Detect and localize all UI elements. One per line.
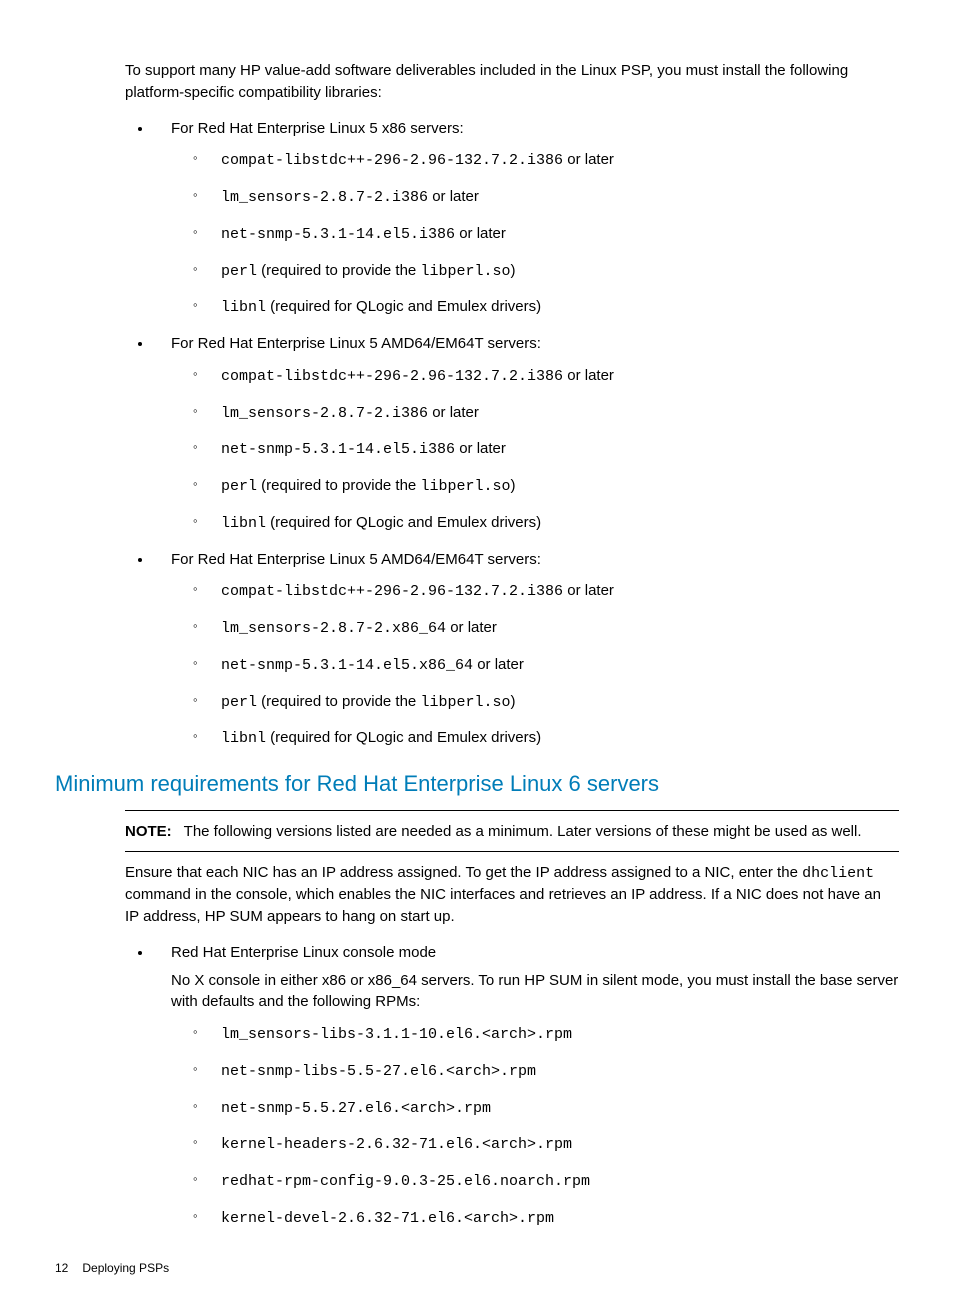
rpm-item: net-snmp-libs-5.5-27.el6.<arch>.rpm (193, 1060, 899, 1083)
divider-bottom (125, 851, 899, 852)
package-suffix: or later (446, 619, 497, 636)
package-suffix: ) (510, 477, 515, 494)
divider-top (125, 810, 899, 811)
package-code: lm_sensors-2.8.7-2.i386 (221, 405, 428, 422)
server-section: For Red Hat Enterprise Linux 5 AMD64/EM6… (153, 549, 899, 751)
package-code: net-snmp-5.3.1-14.el5.i386 (221, 441, 455, 458)
nic-paragraph: Ensure that each NIC has an IP address a… (55, 862, 899, 928)
intro-paragraph: To support many HP value-add software de… (55, 60, 899, 104)
package-suffix: or later (563, 367, 614, 384)
package-code: perl (221, 694, 257, 711)
package-list: compat-libstdc++-296-2.96-132.7.2.i386 o… (171, 365, 899, 535)
package-suffix: or later (563, 582, 614, 599)
rpm-item: lm_sensors-libs-3.1.1-10.el6.<arch>.rpm (193, 1023, 899, 1046)
package-suffix: (required for QLogic and Emulex drivers) (266, 298, 541, 315)
package-mid-text: (required to provide the (257, 477, 420, 494)
package-code: net-snmp-5.3.1-14.el5.x86_64 (221, 657, 473, 674)
server-section: For Red Hat Enterprise Linux 5 AMD64/EM6… (153, 333, 899, 535)
server-section-title: For Red Hat Enterprise Linux 5 x86 serve… (171, 120, 464, 137)
nic-text-post: command in the console, which enables th… (125, 886, 881, 925)
console-rpm-list: lm_sensors-libs-3.1.1-10.el6.<arch>.rpmn… (171, 1023, 899, 1230)
package-suffix: or later (428, 188, 479, 205)
rpm-code: net-snmp-libs-5.5-27.el6.<arch>.rpm (221, 1063, 536, 1080)
rpm-code: lm_sensors-libs-3.1.1-10.el6.<arch>.rpm (221, 1026, 572, 1043)
console-list: Red Hat Enterprise Linux console mode No… (55, 942, 899, 1230)
package-item: compat-libstdc++-296-2.96-132.7.2.i386 o… (193, 365, 899, 388)
console-title: Red Hat Enterprise Linux console mode (171, 944, 436, 961)
package-suffix: or later (428, 404, 479, 421)
package-code: lm_sensors-2.8.7-2.i386 (221, 189, 428, 206)
package-item: net-snmp-5.3.1-14.el5.i386 or later (193, 223, 899, 246)
package-suffix: ) (510, 262, 515, 279)
package-code-2: libperl.so (420, 694, 510, 711)
rpm-code: kernel-headers-2.6.32-71.el6.<arch>.rpm (221, 1136, 572, 1153)
nic-code: dhclient (802, 865, 874, 882)
nic-text-pre: Ensure that each NIC has an IP address a… (125, 864, 802, 881)
console-section: Red Hat Enterprise Linux console mode No… (153, 942, 899, 1230)
server-section-title: For Red Hat Enterprise Linux 5 AMD64/EM6… (171, 551, 541, 568)
package-item: lm_sensors-2.8.7-2.i386 or later (193, 186, 899, 209)
package-item: libnl (required for QLogic and Emulex dr… (193, 296, 899, 319)
package-item: lm_sensors-2.8.7-2.x86_64 or later (193, 617, 899, 640)
console-desc: No X console in either x86 or x86_64 ser… (171, 970, 899, 1014)
rpm-code: redhat-rpm-config-9.0.3-25.el6.noarch.rp… (221, 1173, 590, 1190)
package-item: net-snmp-5.3.1-14.el5.i386 or later (193, 438, 899, 461)
package-item: compat-libstdc++-296-2.96-132.7.2.i386 o… (193, 580, 899, 603)
note-block: NOTE: The following versions listed are n… (55, 821, 899, 843)
page-number: 12 (55, 1261, 68, 1275)
package-code-2: libperl.so (420, 263, 510, 280)
server-section-title: For Red Hat Enterprise Linux 5 AMD64/EM6… (171, 335, 541, 352)
package-item: perl (required to provide the libperl.so… (193, 475, 899, 498)
package-suffix: or later (563, 151, 614, 168)
note-text: The following versions listed are needed… (184, 823, 862, 840)
package-mid-text: (required to provide the (257, 262, 420, 279)
rpm-item: kernel-devel-2.6.32-71.el6.<arch>.rpm (193, 1207, 899, 1230)
note-label: NOTE: (125, 823, 172, 840)
page-footer: 12 Deploying PSPs (55, 1260, 899, 1277)
package-suffix: or later (455, 225, 506, 242)
section-heading-rhel6: Minimum requirements for Red Hat Enterpr… (55, 768, 899, 800)
package-item: perl (required to provide the libperl.so… (193, 691, 899, 714)
package-suffix: (required for QLogic and Emulex drivers) (266, 729, 541, 746)
package-code: libnl (221, 515, 266, 532)
package-suffix: or later (455, 440, 506, 457)
package-code: compat-libstdc++-296-2.96-132.7.2.i386 (221, 152, 563, 169)
package-suffix: (required for QLogic and Emulex drivers) (266, 514, 541, 531)
package-code: net-snmp-5.3.1-14.el5.i386 (221, 226, 455, 243)
package-code: compat-libstdc++-296-2.96-132.7.2.i386 (221, 583, 563, 600)
package-code: perl (221, 478, 257, 495)
package-item: libnl (required for QLogic and Emulex dr… (193, 512, 899, 535)
rpm-item: redhat-rpm-config-9.0.3-25.el6.noarch.rp… (193, 1170, 899, 1193)
package-list: compat-libstdc++-296-2.96-132.7.2.i386 o… (171, 149, 899, 319)
package-mid-text: (required to provide the (257, 693, 420, 710)
package-item: libnl (required for QLogic and Emulex dr… (193, 727, 899, 750)
footer-title: Deploying PSPs (82, 1261, 169, 1275)
package-suffix: or later (473, 656, 524, 673)
requirements-list: For Red Hat Enterprise Linux 5 x86 serve… (55, 118, 899, 751)
rpm-item: kernel-headers-2.6.32-71.el6.<arch>.rpm (193, 1133, 899, 1156)
package-item: perl (required to provide the libperl.so… (193, 260, 899, 283)
package-item: compat-libstdc++-296-2.96-132.7.2.i386 o… (193, 149, 899, 172)
rpm-code: kernel-devel-2.6.32-71.el6.<arch>.rpm (221, 1210, 554, 1227)
package-code: lm_sensors-2.8.7-2.x86_64 (221, 620, 446, 637)
package-code: compat-libstdc++-296-2.96-132.7.2.i386 (221, 368, 563, 385)
package-list: compat-libstdc++-296-2.96-132.7.2.i386 o… (171, 580, 899, 750)
package-item: net-snmp-5.3.1-14.el5.x86_64 or later (193, 654, 899, 677)
server-section: For Red Hat Enterprise Linux 5 x86 serve… (153, 118, 899, 320)
rpm-item: net-snmp-5.5.27.el6.<arch>.rpm (193, 1097, 899, 1120)
rpm-code: net-snmp-5.5.27.el6.<arch>.rpm (221, 1100, 491, 1117)
package-code: libnl (221, 299, 266, 316)
package-code-2: libperl.so (420, 478, 510, 495)
package-code: libnl (221, 730, 266, 747)
package-suffix: ) (510, 693, 515, 710)
package-code: perl (221, 263, 257, 280)
package-item: lm_sensors-2.8.7-2.i386 or later (193, 402, 899, 425)
